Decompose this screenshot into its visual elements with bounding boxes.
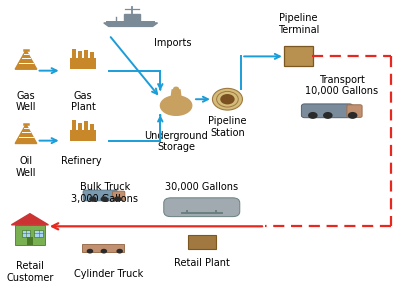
Bar xyxy=(22,230,30,237)
Bar xyxy=(78,51,82,58)
Bar xyxy=(78,123,82,130)
Circle shape xyxy=(89,197,97,202)
Circle shape xyxy=(116,249,123,253)
Polygon shape xyxy=(104,23,158,26)
FancyBboxPatch shape xyxy=(83,190,118,201)
Text: Transport
10,000 Gallons: Transport 10,000 Gallons xyxy=(306,75,378,96)
Text: Pipeline
Station: Pipeline Station xyxy=(208,116,247,138)
FancyBboxPatch shape xyxy=(112,191,125,201)
Bar xyxy=(90,52,94,58)
Circle shape xyxy=(220,94,235,104)
Polygon shape xyxy=(124,14,140,21)
Bar xyxy=(72,120,76,130)
Text: Oil
Well: Oil Well xyxy=(16,156,36,178)
Circle shape xyxy=(100,249,107,253)
Bar xyxy=(27,237,33,245)
Polygon shape xyxy=(160,96,192,115)
Text: Pipeline
Terminal: Pipeline Terminal xyxy=(278,13,319,35)
Circle shape xyxy=(100,197,108,202)
Text: Imports: Imports xyxy=(154,38,192,48)
Text: Refinery: Refinery xyxy=(61,156,102,166)
Circle shape xyxy=(212,88,242,110)
Polygon shape xyxy=(15,125,37,144)
Text: Bulk Truck
3,000 Gallons: Bulk Truck 3,000 Gallons xyxy=(72,182,138,204)
Text: Retail
Customer: Retail Customer xyxy=(6,261,54,283)
FancyBboxPatch shape xyxy=(164,198,240,217)
FancyBboxPatch shape xyxy=(82,244,124,252)
Text: Retail Plant: Retail Plant xyxy=(174,258,230,268)
Circle shape xyxy=(173,87,179,91)
Bar xyxy=(72,49,76,58)
Circle shape xyxy=(114,197,122,202)
FancyBboxPatch shape xyxy=(347,105,362,117)
Text: 30,000 Gallons: 30,000 Gallons xyxy=(165,182,238,192)
FancyBboxPatch shape xyxy=(302,104,353,118)
FancyBboxPatch shape xyxy=(188,235,216,249)
Bar xyxy=(14,225,45,245)
Text: Underground
Storage: Underground Storage xyxy=(144,131,208,152)
Bar xyxy=(70,130,96,141)
Text: Gas
Well: Gas Well xyxy=(16,91,36,112)
Circle shape xyxy=(323,112,333,119)
Bar xyxy=(90,124,94,130)
Bar xyxy=(106,21,155,23)
Circle shape xyxy=(308,112,318,119)
Bar xyxy=(84,50,88,58)
Bar xyxy=(70,58,96,69)
Polygon shape xyxy=(12,214,48,225)
FancyBboxPatch shape xyxy=(284,47,313,66)
Bar xyxy=(34,230,43,237)
Text: Cylinder Truck: Cylinder Truck xyxy=(74,268,144,279)
Polygon shape xyxy=(15,50,37,69)
Circle shape xyxy=(87,249,93,253)
Circle shape xyxy=(348,112,358,119)
Polygon shape xyxy=(171,90,181,97)
Bar xyxy=(84,121,88,130)
Text: Gas
Plant: Gas Plant xyxy=(71,91,96,112)
